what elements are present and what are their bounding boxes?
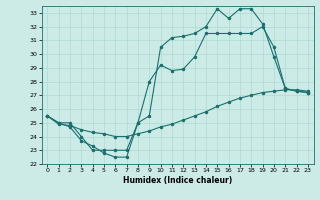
X-axis label: Humidex (Indice chaleur): Humidex (Indice chaleur) [123, 176, 232, 185]
